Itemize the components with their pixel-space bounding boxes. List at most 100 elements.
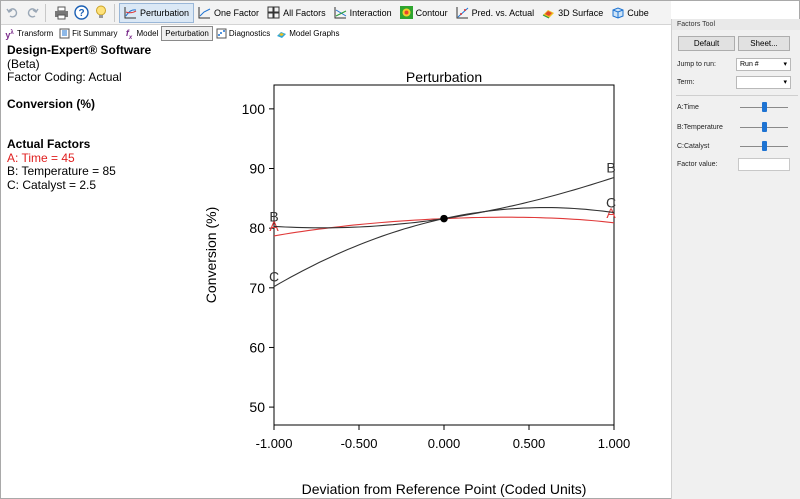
interaction-chart-icon bbox=[334, 7, 346, 19]
software-title: Design-Expert® Software bbox=[7, 43, 152, 57]
model-label: Model bbox=[136, 28, 159, 38]
3d-surface-graph-button[interactable]: 3D Surface bbox=[538, 3, 607, 23]
perturbation-tab-button[interactable]: Perturbation bbox=[161, 25, 213, 41]
slider-b-thumb[interactable] bbox=[761, 122, 767, 132]
all-factors-grid-icon bbox=[267, 6, 280, 19]
y-tick-label: 60 bbox=[249, 339, 265, 355]
slider-b-label: B:Temperature bbox=[677, 124, 723, 131]
cube-graph-label: Cube bbox=[627, 7, 649, 18]
toolbar-separator bbox=[45, 3, 46, 22]
perturbation-chart: Perturbation 50 60 70 80 90 100 -1.000 -0.500 0.0… bbox=[203, 69, 631, 497]
3d-surface-graph-label: 3D Surface bbox=[558, 7, 604, 18]
model-graphs-icon bbox=[277, 31, 287, 38]
perturbation-graph-label: Perturbation bbox=[140, 7, 190, 18]
y-axis-label: Conversion (%) bbox=[203, 207, 219, 303]
x-axis-label: Deviation from Reference Point (Coded Un… bbox=[302, 481, 587, 497]
factors-tool-title: Factors Tool bbox=[672, 19, 800, 30]
x-tick-label: -0.500 bbox=[341, 436, 378, 451]
transform-button[interactable]: yλ Transform bbox=[1, 26, 56, 41]
perturbation-chart-icon bbox=[124, 7, 137, 19]
model-button[interactable]: fx Model bbox=[121, 26, 162, 41]
diagnostics-icon bbox=[216, 28, 227, 38]
term-label: Term: bbox=[677, 79, 695, 86]
fit-summary-icon bbox=[59, 28, 70, 38]
factor-a-value: A: Time = 45 bbox=[7, 150, 75, 165]
perturbation-graph-button[interactable]: Perturbation bbox=[119, 2, 195, 23]
jump-to-run-select[interactable]: Run # ▾ bbox=[736, 58, 791, 71]
slider-c-thumb[interactable] bbox=[761, 141, 767, 151]
cube-icon bbox=[612, 7, 624, 19]
toolbar-separator bbox=[114, 3, 115, 22]
jump-to-run-label: Jump to run: bbox=[677, 61, 716, 68]
model-graphs-label: Model Graphs bbox=[289, 28, 340, 38]
series-label-c-right: C bbox=[606, 195, 616, 211]
x-tick-label: 1.000 bbox=[598, 436, 631, 451]
interaction-graph-label: Interaction bbox=[349, 7, 392, 18]
series-label-b-right: B bbox=[606, 159, 615, 175]
x-tick-label: -1.000 bbox=[256, 436, 293, 451]
factor-value-label: Factor value: bbox=[677, 161, 718, 168]
all-factors-graph-button[interactable]: All Factors bbox=[263, 3, 330, 23]
slider-a-thumb[interactable] bbox=[761, 102, 767, 112]
beta-label: (Beta) bbox=[7, 56, 40, 71]
slider-a-label: A:Time bbox=[677, 104, 699, 111]
fit-summary-button[interactable]: Fit Summary bbox=[56, 26, 120, 41]
redo-icon[interactable] bbox=[23, 4, 41, 22]
jump-to-run-value: Run # bbox=[740, 61, 759, 68]
all-factors-graph-label: All Factors bbox=[283, 7, 326, 18]
factors-tool-panel: Factors Tool Default Sheet... Jump to ru… bbox=[671, 19, 800, 499]
one-factor-graph-button[interactable]: One Factor bbox=[194, 3, 263, 23]
default-button[interactable]: Default bbox=[678, 36, 735, 51]
contour-graph-button[interactable]: Contour bbox=[396, 3, 452, 23]
x-tick-label: 0.000 bbox=[428, 436, 461, 451]
analysis-toolbar: yλ Transform Fit Summary fx Model Pertur… bbox=[1, 25, 671, 41]
model-graphs-button[interactable]: Model Graphs bbox=[273, 26, 342, 41]
print-icon[interactable] bbox=[52, 4, 70, 22]
chevron-down-icon: ▾ bbox=[783, 79, 787, 86]
response-name: Conversion (%) bbox=[7, 96, 96, 111]
series-label-b-left: B bbox=[269, 208, 278, 224]
lightbulb-icon[interactable] bbox=[92, 4, 110, 22]
graph-info-panel: Design-Expert® Software (Beta) Factor Co… bbox=[7, 43, 207, 192]
reference-point-marker bbox=[440, 214, 448, 223]
pred-vs-actual-graph-button[interactable]: Pred. vs. Actual bbox=[452, 3, 539, 23]
pred-vs-actual-icon bbox=[456, 7, 468, 19]
one-factor-graph-label: One Factor bbox=[214, 7, 260, 18]
y-tick-label: 80 bbox=[249, 220, 265, 236]
series-label-c-left: C bbox=[269, 269, 279, 285]
one-factor-chart-icon bbox=[198, 7, 211, 19]
factor-c-value: C: Catalyst = 2.5 bbox=[7, 177, 97, 192]
3d-surface-icon bbox=[542, 10, 555, 19]
y-tick-label: 70 bbox=[249, 280, 265, 296]
x-tick-label: 0.500 bbox=[513, 436, 546, 451]
factor-b-value: B: Temperature = 85 bbox=[7, 164, 116, 178]
contour-map-icon bbox=[399, 6, 413, 19]
y-tick-label: 100 bbox=[242, 101, 266, 117]
pred-vs-actual-graph-label: Pred. vs. Actual bbox=[471, 7, 535, 18]
term-select[interactable]: ▾ bbox=[736, 76, 791, 89]
cube-graph-button[interactable]: Cube bbox=[607, 3, 653, 23]
transform-label: Transform bbox=[17, 28, 54, 38]
diagnostics-button[interactable]: Diagnostics bbox=[213, 26, 273, 41]
help-icon[interactable]: ? bbox=[72, 4, 90, 22]
y-tick-label: 90 bbox=[249, 161, 265, 177]
factor-coding-label: Factor Coding: Actual bbox=[7, 70, 122, 84]
factor-value-input[interactable] bbox=[738, 158, 790, 171]
slider-c-label: C:Catalyst bbox=[677, 143, 710, 150]
transform-icon: yλ bbox=[5, 29, 14, 40]
svg-text:?: ? bbox=[78, 8, 84, 19]
fit-summary-label: Fit Summary bbox=[72, 28, 118, 38]
graph-toolbar: ? Perturbation One Factor All Factors In… bbox=[1, 1, 671, 25]
sheet-button[interactable]: Sheet... bbox=[738, 36, 790, 51]
y-tick-label: 50 bbox=[249, 399, 265, 415]
plot-frame bbox=[273, 84, 615, 426]
undo-icon[interactable] bbox=[3, 4, 21, 22]
interaction-graph-button[interactable]: Interaction bbox=[330, 3, 396, 23]
diagnostics-label: Diagnostics bbox=[228, 28, 271, 38]
contour-graph-label: Contour bbox=[415, 7, 448, 18]
perturbation-tab-label: Perturbation bbox=[165, 28, 209, 38]
chart-title: Perturbation bbox=[406, 69, 482, 85]
series-label-a-right: A bbox=[606, 205, 616, 221]
panel-divider bbox=[676, 95, 798, 96]
